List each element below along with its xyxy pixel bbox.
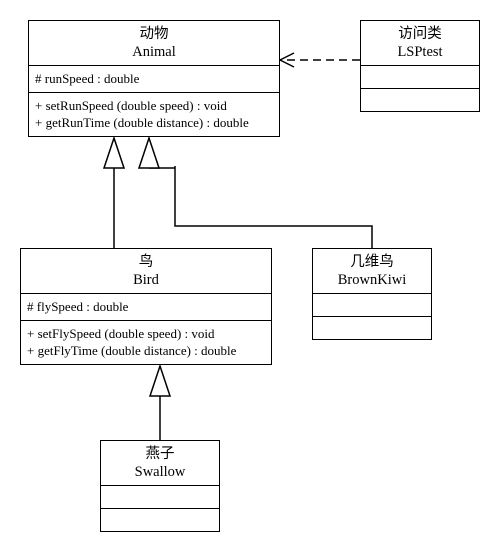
- class-name: 鸟 Bird: [21, 249, 271, 294]
- class-name: 访问类 LSPtest: [361, 21, 479, 66]
- class-attributes: [101, 486, 219, 509]
- class-name: 几维鸟 BrownKiwi: [313, 249, 431, 294]
- attr-row: # flySpeed : double: [27, 298, 265, 316]
- edge-bird-animal: [104, 138, 124, 248]
- class-name-en: Swallow: [107, 463, 213, 481]
- class-name-cn: 鸟: [27, 253, 265, 271]
- attr-row: # runSpeed : double: [35, 70, 273, 88]
- class-attributes: # flySpeed : double: [21, 294, 271, 321]
- class-operations: + setRunSpeed (double speed) : void + ge…: [29, 93, 279, 136]
- op-row: + getFlyTime (double distance) : double: [27, 342, 265, 360]
- op-row: + getRunTime (double distance) : double: [35, 114, 273, 132]
- class-attributes: [361, 66, 479, 89]
- class-name: 燕子 Swallow: [101, 441, 219, 486]
- class-attributes: # runSpeed : double: [29, 66, 279, 93]
- class-name-cn: 几维鸟: [319, 253, 425, 271]
- class-operations: [101, 509, 219, 531]
- class-brownkiwi: 几维鸟 BrownKiwi: [312, 248, 432, 340]
- class-operations: [313, 317, 431, 339]
- class-bird: 鸟 Bird # flySpeed : double + setFlySpeed…: [20, 248, 272, 365]
- class-name-en: LSPtest: [367, 43, 473, 61]
- class-attributes: [313, 294, 431, 317]
- op-row: + setFlySpeed (double speed) : void: [27, 325, 265, 343]
- class-operations: [361, 89, 479, 111]
- class-name-cn: 动物: [35, 25, 273, 43]
- class-name-en: Bird: [27, 271, 265, 289]
- class-name-en: Animal: [35, 43, 273, 61]
- class-swallow: 燕子 Swallow: [100, 440, 220, 532]
- uml-canvas: 动物 Animal # runSpeed : double + setRunSp…: [0, 0, 500, 552]
- edge-swallow-bird: [150, 366, 170, 440]
- class-lsptest: 访问类 LSPtest: [360, 20, 480, 112]
- class-name-cn: 燕子: [107, 445, 213, 463]
- class-animal: 动物 Animal # runSpeed : double + setRunSp…: [28, 20, 280, 137]
- edge-lsptest-animal: [280, 53, 360, 67]
- class-operations: + setFlySpeed (double speed) : void + ge…: [21, 321, 271, 364]
- class-name-cn: 访问类: [367, 25, 473, 43]
- op-row: + setRunSpeed (double speed) : void: [35, 97, 273, 115]
- edge-brownkiwi-animal: [139, 138, 372, 248]
- class-name: 动物 Animal: [29, 21, 279, 66]
- class-name-en: BrownKiwi: [319, 271, 425, 289]
